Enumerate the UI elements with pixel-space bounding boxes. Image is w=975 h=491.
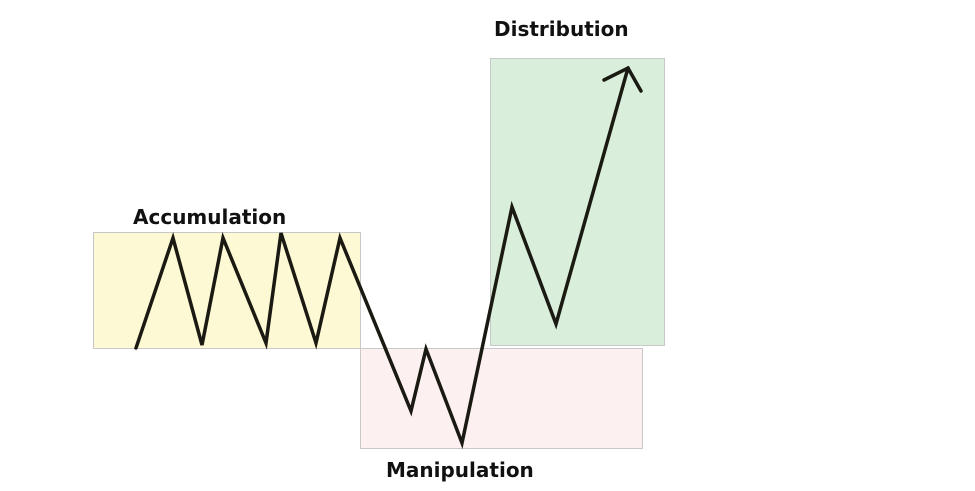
price-path-line xyxy=(134,66,630,450)
manipulation-label: Manipulation xyxy=(386,458,534,482)
accumulation-label: Accumulation xyxy=(133,205,287,229)
distribution-zone xyxy=(490,58,665,346)
arrow-head-icon xyxy=(602,65,643,93)
distribution-label: Distribution xyxy=(494,17,629,41)
